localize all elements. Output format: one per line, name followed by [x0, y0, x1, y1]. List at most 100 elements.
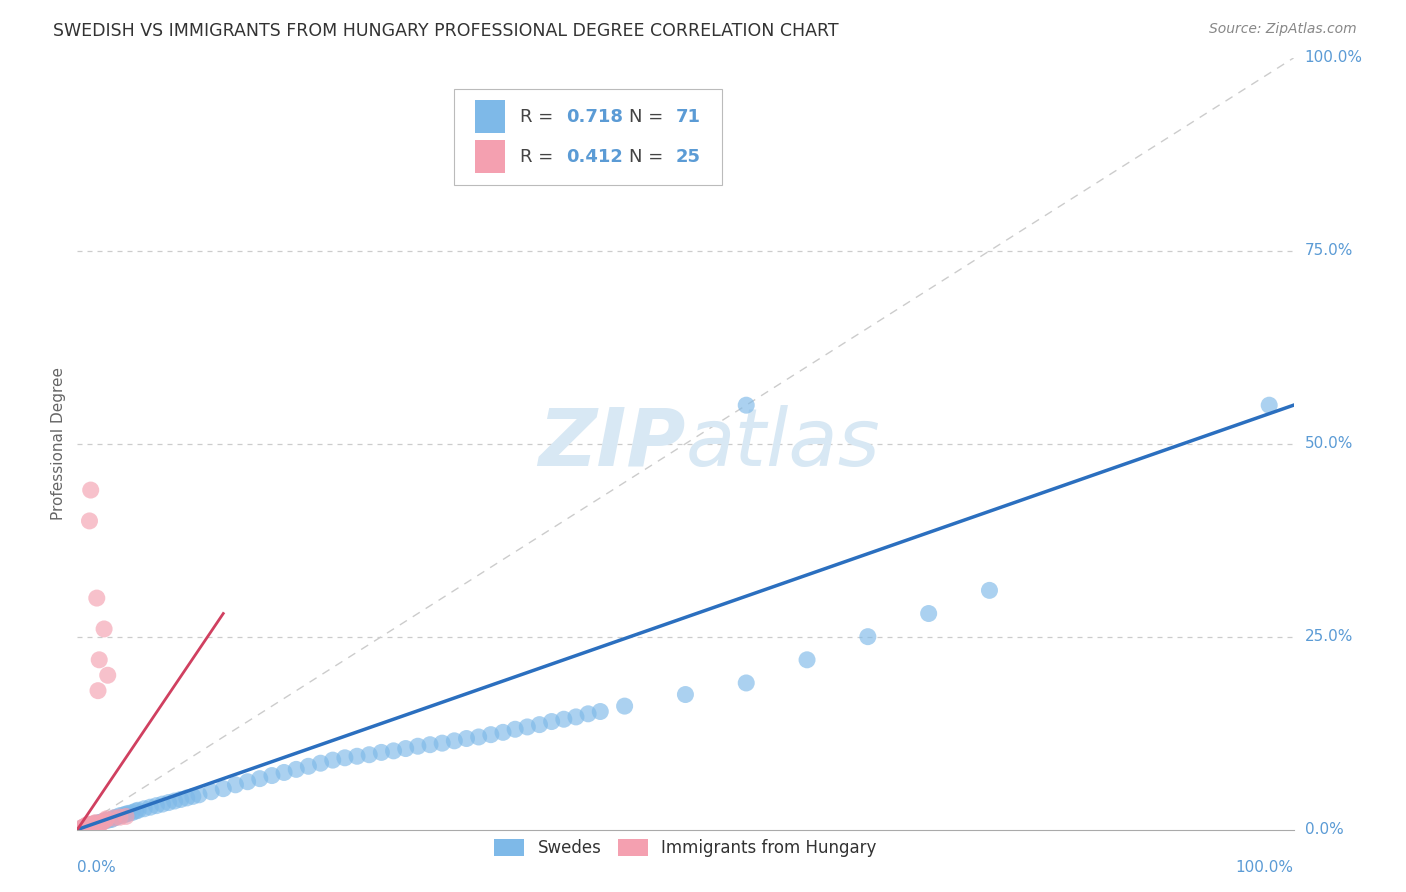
Point — [735, 398, 758, 412]
Point — [479, 728, 502, 742]
Text: 100.0%: 100.0% — [1236, 860, 1294, 875]
Point — [565, 710, 588, 724]
Point — [80, 483, 103, 497]
Point — [90, 815, 112, 830]
Text: ZIP: ZIP — [538, 405, 686, 483]
Point — [613, 699, 636, 714]
Point — [443, 734, 465, 748]
Bar — [475, 100, 505, 133]
Point — [145, 798, 167, 813]
Point — [134, 802, 156, 816]
Point — [108, 810, 131, 824]
Point — [297, 759, 319, 773]
Point — [72, 820, 94, 834]
Point — [76, 820, 98, 834]
Point — [79, 818, 101, 832]
Point — [125, 804, 148, 818]
Point — [103, 811, 125, 825]
Point — [979, 583, 1001, 598]
Point — [70, 821, 93, 835]
Text: 0.0%: 0.0% — [1305, 822, 1343, 837]
Point — [589, 705, 612, 719]
Text: 0.412: 0.412 — [567, 147, 623, 166]
Point — [249, 772, 271, 786]
Y-axis label: Professional Degree: Professional Degree — [51, 368, 66, 520]
Point — [84, 815, 107, 830]
Point — [260, 768, 283, 782]
Text: R =: R = — [520, 147, 560, 166]
Point — [75, 819, 97, 833]
Text: N =: N = — [630, 108, 669, 126]
Point — [100, 813, 122, 827]
Point — [94, 814, 117, 828]
Legend: Swedes, Immigrants from Hungary: Swedes, Immigrants from Hungary — [488, 832, 883, 863]
Point — [322, 753, 344, 767]
Point — [76, 818, 98, 832]
Point — [529, 717, 551, 731]
Point — [112, 808, 135, 822]
Point — [86, 591, 108, 605]
Point — [96, 812, 118, 826]
Point — [73, 820, 96, 834]
Point — [382, 744, 405, 758]
Point — [406, 739, 429, 754]
Point — [419, 738, 441, 752]
Point — [200, 785, 222, 799]
Text: Source: ZipAtlas.com: Source: ZipAtlas.com — [1209, 22, 1357, 37]
Point — [224, 778, 246, 792]
Point — [309, 756, 332, 771]
Bar — [475, 140, 505, 172]
Point — [87, 683, 110, 698]
Point — [395, 741, 418, 756]
Point — [273, 765, 295, 780]
Point — [89, 653, 111, 667]
Point — [115, 809, 138, 823]
Point — [333, 751, 356, 765]
Point — [80, 819, 103, 833]
Point — [97, 668, 120, 682]
Point — [346, 749, 368, 764]
Point — [82, 817, 104, 831]
FancyBboxPatch shape — [454, 89, 721, 186]
Point — [89, 815, 111, 830]
Point — [103, 811, 125, 825]
Text: 0.718: 0.718 — [567, 108, 623, 126]
Point — [97, 814, 120, 828]
Point — [80, 818, 103, 832]
Text: 71: 71 — [676, 108, 700, 126]
Point — [576, 706, 599, 721]
Text: 0.0%: 0.0% — [77, 860, 117, 875]
Point — [492, 725, 515, 739]
Text: 25.0%: 25.0% — [1305, 629, 1353, 644]
Point — [170, 792, 193, 806]
Text: 25: 25 — [676, 147, 700, 166]
Point — [89, 816, 111, 830]
Text: 50.0%: 50.0% — [1305, 436, 1353, 451]
Point — [285, 763, 308, 777]
Point — [1258, 398, 1281, 412]
Point — [127, 803, 149, 817]
Point — [181, 789, 204, 804]
Point — [370, 745, 392, 759]
Point — [503, 723, 526, 737]
Text: SWEDISH VS IMMIGRANTS FROM HUNGARY PROFESSIONAL DEGREE CORRELATION CHART: SWEDISH VS IMMIGRANTS FROM HUNGARY PROFE… — [53, 22, 839, 40]
Point — [105, 810, 128, 824]
Point — [121, 805, 143, 820]
Text: R =: R = — [520, 108, 560, 126]
Point — [139, 800, 162, 814]
Point — [212, 781, 235, 796]
Point — [84, 816, 107, 830]
Point — [553, 712, 575, 726]
Point — [72, 820, 94, 834]
Point — [90, 814, 112, 829]
Point — [83, 816, 105, 830]
Point — [359, 747, 381, 762]
Text: N =: N = — [630, 147, 669, 166]
Point — [430, 736, 453, 750]
Point — [176, 791, 198, 805]
Point — [163, 794, 186, 808]
Point — [918, 607, 941, 621]
Text: 75.0%: 75.0% — [1305, 244, 1353, 259]
Point — [77, 817, 100, 831]
Point — [856, 630, 879, 644]
